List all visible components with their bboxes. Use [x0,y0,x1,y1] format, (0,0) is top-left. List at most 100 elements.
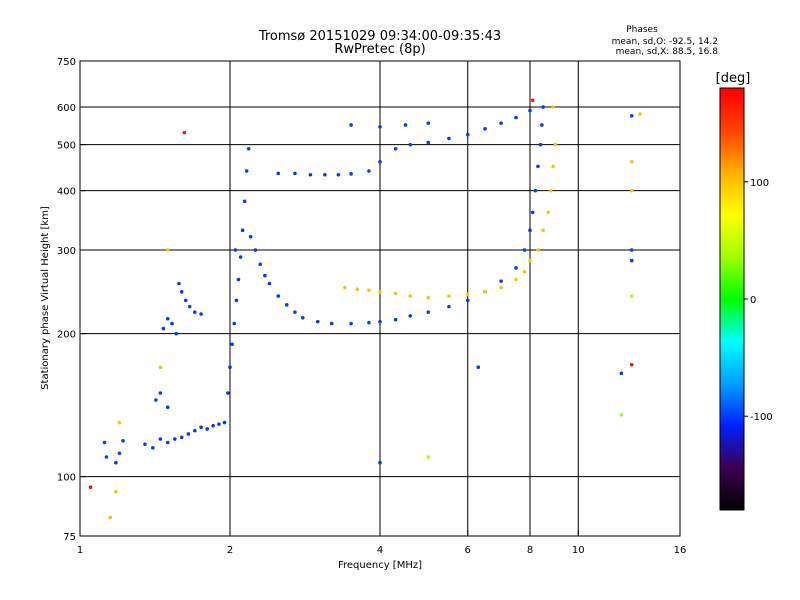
data-point [378,125,382,129]
data-point [222,420,227,425]
data-point [528,258,532,263]
data-point [378,319,382,324]
data-point [367,288,371,292]
chart-title: Tromsø 20151029 09:34:00-09:35:43 [258,29,501,44]
data-point [315,319,320,324]
colorbar [719,87,745,511]
data-points [88,98,642,520]
data-point [234,298,239,303]
data-point [205,427,209,431]
data-point [301,315,305,320]
data-point [546,210,550,215]
data-point [349,321,353,326]
y-axis-label: Stationary phase Virtual Height [km] [40,206,51,390]
data-point [499,285,503,290]
x-tick-label: 4 [377,545,383,556]
data-point [426,455,431,459]
data-point [217,422,221,426]
data-point [174,331,179,336]
colorbar-ticks: 100 0 -100 [744,178,773,423]
data-point [329,321,334,326]
data-point [170,321,174,326]
y-tick-label: 300 [57,246,76,257]
data-point [165,440,170,445]
data-point [408,142,413,147]
data-point [211,423,215,428]
data-point [193,428,197,433]
data-point [233,248,238,252]
data-point [619,412,624,417]
data-point [104,455,109,459]
data-point [177,281,181,286]
data-point [186,432,191,436]
data-point [161,326,166,331]
data-point [242,199,247,204]
data-point [165,316,170,321]
data-point [629,114,634,118]
data-point [276,171,281,176]
colorbar-tick-label: -100 [750,412,773,423]
data-point [244,169,249,173]
data-point [193,310,197,314]
data-point [533,188,538,193]
chart-subtitle: RwPretec (8p) [334,42,425,57]
data-point [267,281,272,286]
data-point [179,290,184,294]
data-point [378,460,382,465]
data-point [465,292,470,297]
data-point [629,248,634,252]
data-point [232,321,237,326]
data-point [199,425,203,430]
data-point [541,228,545,233]
data-point [530,98,535,103]
data-point [154,398,158,402]
data-point [551,164,555,169]
data-point [336,172,341,177]
data-point [230,342,234,347]
data-point [108,515,113,520]
data-point [426,310,431,314]
stats-line-x: mean, sd,X: 88.5, 16.8 [616,47,719,57]
data-point [367,169,371,173]
stats-header: Phases [626,25,658,35]
data-point [447,136,451,141]
data-point [228,365,232,369]
data-point [393,147,398,151]
data-point [393,291,398,296]
data-point [483,290,487,294]
data-point [293,310,297,314]
data-point [629,188,634,193]
data-point [408,294,413,298]
data-point [551,105,555,109]
data-point [114,489,118,494]
grid-lines [80,61,680,536]
x-tick-label: 8 [527,545,533,556]
x-tick-label: 16 [674,545,687,556]
data-point [483,126,487,131]
data-point [522,248,527,252]
data-point [408,314,413,318]
data-point [349,172,353,176]
colorbar-tick-label: 0 [750,295,756,306]
y-axis-ticks: 75 100 200 300 400 500 600 750 [57,57,86,543]
data-point [499,121,503,125]
data-point [629,362,634,367]
x-tick-label: 6 [465,545,471,556]
colorbar-label: [deg] [716,71,751,86]
data-point [378,290,382,294]
data-point [187,304,192,309]
data-point [158,437,163,441]
data-point [548,188,553,193]
data-point [263,273,267,278]
data-point [253,248,258,252]
data-point [236,277,241,282]
data-point [629,160,634,164]
y-tick-label: 400 [57,187,76,198]
data-point [323,172,327,177]
data-point [173,437,177,441]
data-point [514,266,518,270]
y-tick-label: 200 [57,330,76,341]
data-point [426,295,431,300]
y-tick-label: 100 [57,473,76,484]
